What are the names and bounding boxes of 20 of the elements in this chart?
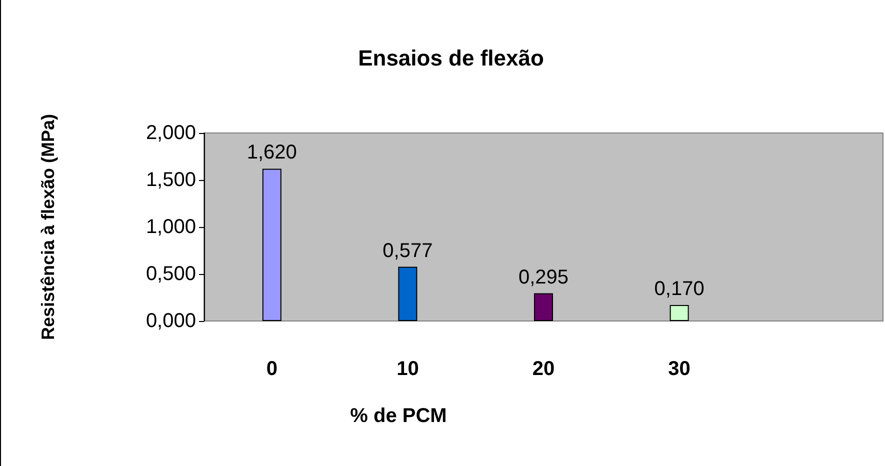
- data-label: 0,170: [654, 278, 704, 300]
- bar: [670, 305, 689, 321]
- x-tick-label: 0: [266, 358, 278, 380]
- data-label: 0,577: [382, 240, 433, 262]
- x-tick-label: 20: [532, 358, 555, 380]
- x-axis-title: % de PCM: [350, 405, 447, 427]
- bar: [262, 168, 282, 321]
- y-tick-label: 1,000: [146, 216, 196, 238]
- bar: [534, 293, 553, 321]
- y-tick-label: 0,500: [146, 263, 196, 285]
- x-tick-label: 10: [396, 358, 419, 380]
- data-label: 0,295: [518, 266, 569, 288]
- y-axis-title: Resistência à flexão (MPa): [38, 114, 58, 340]
- x-tick-label: 30: [668, 358, 690, 380]
- y-tick-label: 1,500: [146, 169, 196, 191]
- chart-title: Ensaios de flexão: [358, 46, 544, 70]
- y-tick-label: 2,000: [146, 122, 196, 144]
- data-label: 1,620: [246, 142, 297, 164]
- y-tick-label: 0,000: [146, 310, 196, 332]
- bar: [398, 266, 418, 321]
